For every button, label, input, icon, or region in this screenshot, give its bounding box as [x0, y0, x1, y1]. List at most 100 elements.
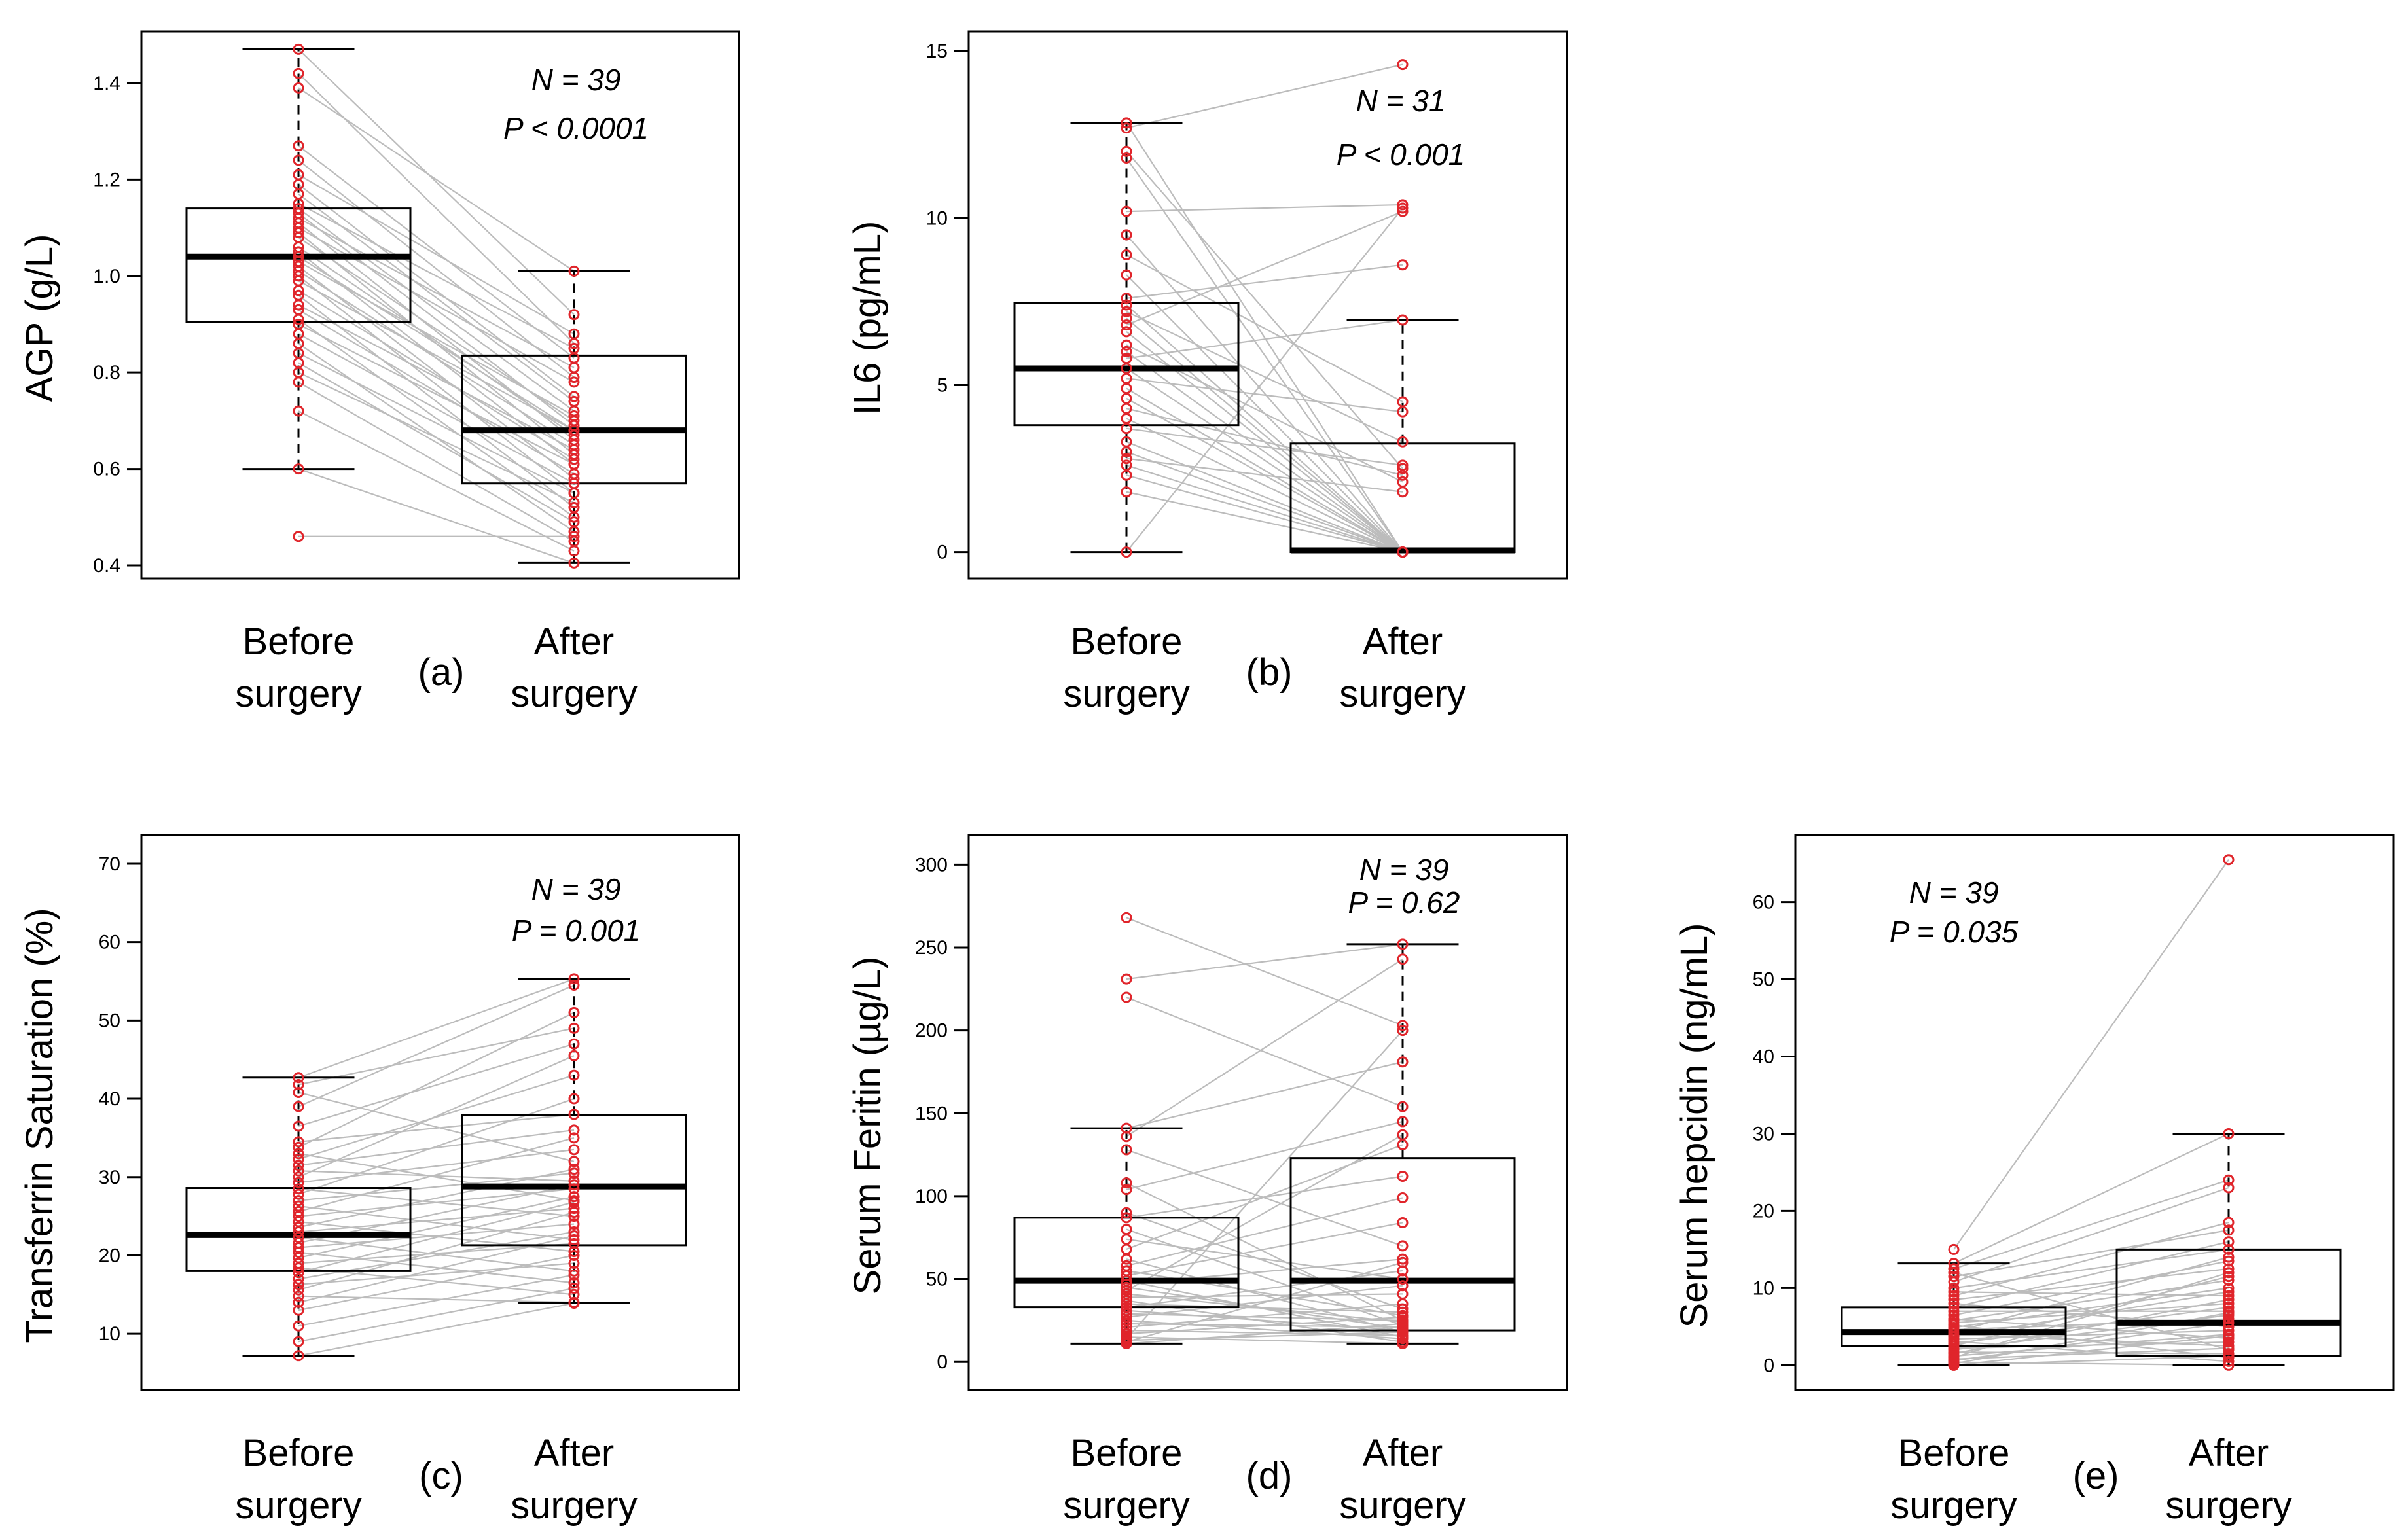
- data-point: [293, 1252, 304, 1264]
- data-point: [2223, 1275, 2235, 1287]
- paired-line: [1953, 1256, 2229, 1333]
- paired-lines: [298, 978, 575, 1357]
- data-point: [568, 1203, 580, 1215]
- y-tick-label: 1.2: [93, 169, 120, 190]
- after-boxplot: [1289, 319, 1516, 554]
- data-point: [1397, 1116, 1409, 1128]
- data-point: [293, 1232, 304, 1243]
- data-point: [568, 979, 580, 991]
- data-point: [1121, 1144, 1132, 1156]
- y-tick-label: 5: [937, 374, 948, 396]
- data-point: [1121, 546, 1132, 558]
- paired-line: [298, 1129, 575, 1166]
- paired-line: [1126, 457, 1403, 493]
- category-label: Before: [1898, 1432, 2010, 1474]
- paired-line: [1126, 211, 1403, 326]
- paired-line: [298, 1287, 575, 1343]
- data-points: [293, 973, 580, 1362]
- data-point: [2223, 1313, 2235, 1325]
- paired-line: [298, 381, 575, 542]
- data-point: [2223, 1302, 2235, 1313]
- paired-line: [1126, 351, 1403, 553]
- stat-annotation: N = 39: [1359, 853, 1449, 887]
- data-point: [568, 1006, 580, 1018]
- data-point: [568, 1179, 580, 1191]
- paired-line: [298, 280, 575, 431]
- paired-line: [298, 1137, 575, 1213]
- stat-annotation: N = 39: [531, 872, 621, 906]
- data-point: [1121, 229, 1132, 241]
- paired-line: [1953, 1287, 2229, 1328]
- data-point: [2223, 1350, 2235, 1362]
- data-point: [568, 1109, 580, 1120]
- data-point: [1121, 912, 1132, 923]
- data-point: [293, 376, 304, 388]
- data-point: [568, 1245, 580, 1257]
- data-point: [1121, 469, 1132, 481]
- data-point: [1397, 1298, 1409, 1310]
- paired-line: [298, 1262, 575, 1285]
- data-point: [2223, 1263, 2235, 1275]
- data-point: [1948, 1359, 1960, 1371]
- y-axis-label: AGP (g/L): [18, 234, 61, 402]
- data-point: [1948, 1286, 1960, 1298]
- data-point: [2223, 1324, 2235, 1336]
- paired-line: [1953, 1229, 2229, 1277]
- plot-frame: [967, 30, 1568, 580]
- panel-d: 0 50 100 150 200 250 300 Serum Feritin (µg/L) Be…: [846, 834, 1568, 1527]
- paired-line: [1126, 1293, 1403, 1298]
- y-axis-label: Serum hepcidin (ng/mL): [1673, 923, 1716, 1328]
- paired-line: [1953, 1249, 2229, 1289]
- paired-line: [1953, 1179, 2229, 1270]
- paired-line: [1126, 427, 1403, 467]
- data-point: [568, 973, 580, 985]
- data-point: [568, 1277, 580, 1288]
- data-point: [568, 1093, 580, 1105]
- data-point: [1397, 938, 1409, 950]
- paired-line: [298, 1302, 575, 1357]
- category-label: surgery: [2165, 1484, 2291, 1527]
- data-point: [2223, 1307, 2235, 1319]
- paired-line: [298, 1188, 575, 1217]
- y-tick-label: 300: [915, 854, 948, 876]
- data-point: [568, 1257, 580, 1269]
- paired-line: [1953, 1318, 2229, 1340]
- data-point: [1397, 1280, 1409, 1292]
- data-point: [1121, 122, 1132, 134]
- data-point: [1397, 1171, 1409, 1182]
- y-tick-label: 150: [915, 1103, 948, 1124]
- y-tick-label: 200: [915, 1020, 948, 1042]
- paired-line: [1126, 264, 1403, 299]
- data-point: [1121, 1338, 1132, 1349]
- paired-line: [298, 256, 575, 431]
- y-tick-label: 100: [915, 1186, 948, 1207]
- data-point: [568, 362, 580, 374]
- paired-line: [1126, 1029, 1403, 1340]
- stat-annotation: P = 0.001: [512, 914, 641, 948]
- data-point: [568, 1269, 580, 1281]
- paired-line: [1953, 1355, 2229, 1366]
- data-point: [1397, 406, 1409, 418]
- stat-annotation: P < 0.0001: [503, 111, 649, 145]
- paired-line: [298, 260, 575, 417]
- paired-line: [1953, 1322, 2229, 1362]
- paired-line: [298, 1254, 575, 1311]
- data-point: [293, 1188, 304, 1200]
- paired-line: [298, 174, 575, 335]
- data-point: [568, 410, 580, 422]
- data-point: [1397, 1315, 1409, 1326]
- paired-line: [1126, 1303, 1403, 1313]
- data-point: [293, 140, 304, 152]
- y-tick-label: 30: [99, 1167, 120, 1188]
- data-point: [293, 1079, 304, 1091]
- paired-line: [298, 1196, 575, 1259]
- data-point: [568, 1297, 580, 1309]
- y-axis-label: Serum Feritin (µg/L): [846, 957, 889, 1295]
- paired-line: [1126, 387, 1403, 553]
- paired-line: [1953, 1298, 2229, 1355]
- data-point: [568, 458, 580, 470]
- paired-line: [1126, 464, 1403, 553]
- paired-lines: [1953, 859, 2229, 1366]
- data-point: [1121, 486, 1132, 498]
- paired-line: [298, 362, 575, 523]
